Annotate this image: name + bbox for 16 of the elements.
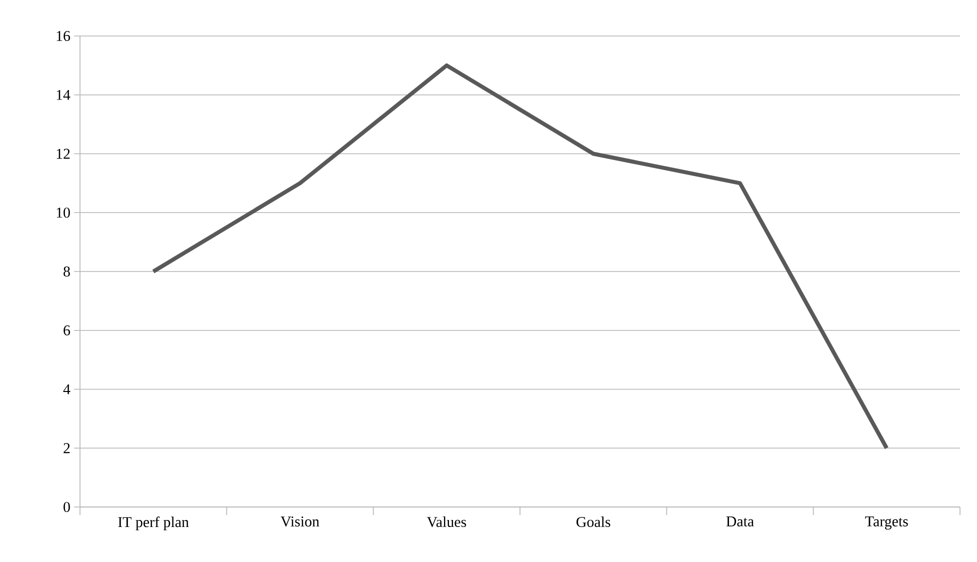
x-tick-label: Targets	[865, 516, 908, 530]
y-tick-label: 10	[56, 208, 70, 218]
x-tick-label: Values	[426, 516, 466, 528]
line-series	[151, 63, 889, 450]
y-tick-label: 0	[64, 502, 70, 512]
x-tick-label: Data	[726, 516, 754, 526]
y-tick-label: 8	[64, 266, 70, 277]
y-tick-label: 16	[56, 30, 70, 42]
y-tick-label: 4	[63, 384, 70, 394]
y-tick-label: 6	[64, 325, 70, 336]
x-tick-label: IT perf plan	[118, 516, 189, 530]
y-tick-label: 14	[56, 90, 70, 100]
x-tick-label: Vision	[280, 516, 320, 527]
x-tick-label: Goals	[576, 516, 610, 528]
y-tick-label: 12	[56, 148, 70, 159]
y-tick-label: 2	[64, 443, 70, 454]
